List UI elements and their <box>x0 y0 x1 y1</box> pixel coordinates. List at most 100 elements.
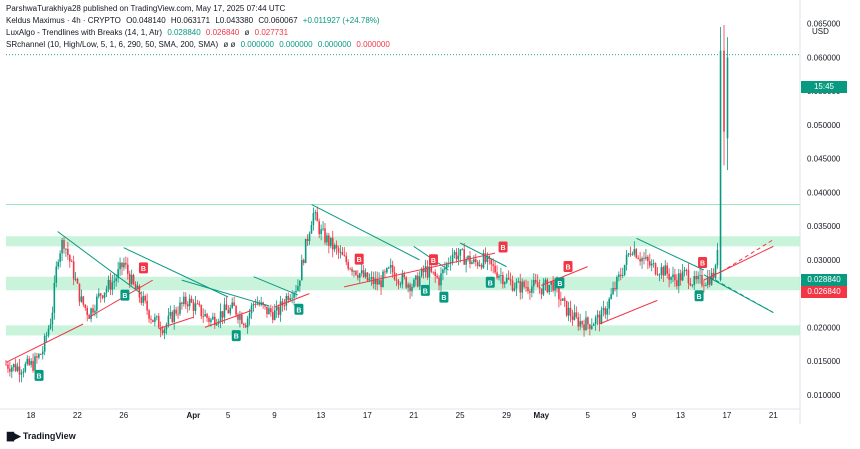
candle-body <box>65 248 67 250</box>
candle-body <box>542 283 545 295</box>
candle-body <box>144 296 146 301</box>
candle-body <box>397 280 400 285</box>
candle-body <box>30 360 32 365</box>
candle-body <box>459 249 462 256</box>
candle-body <box>351 268 353 272</box>
srchannel-legend[interactable]: SRchannel (10, High/Low, 5, 1, 6, 290, 5… <box>6 40 393 50</box>
candle-body <box>61 240 63 254</box>
candle-body <box>161 330 164 334</box>
candle-body <box>625 254 628 265</box>
break-up-marker-box <box>420 284 430 296</box>
candle-body <box>705 285 707 286</box>
candle-body <box>337 248 340 253</box>
break-up-marker-box <box>294 303 304 315</box>
candle-body <box>173 309 175 322</box>
tradingview-branding[interactable]: ▇▶ TradingView <box>7 431 76 442</box>
candle-body <box>295 290 297 293</box>
candle-body <box>277 306 280 315</box>
candle-body <box>119 262 121 270</box>
break-down-marker-box <box>698 256 708 268</box>
candle-body <box>101 295 104 298</box>
x-tick-label: 26 <box>119 411 128 420</box>
candle-body <box>254 304 257 305</box>
luxalgo-value-lower: 0.026840 <box>205 28 240 37</box>
candle-body <box>490 258 493 265</box>
candle-body <box>581 321 583 325</box>
candle-body <box>306 238 309 241</box>
candle-body <box>45 335 48 337</box>
candle-body <box>18 366 21 375</box>
candle-body <box>80 296 83 302</box>
candle-body <box>500 275 502 276</box>
break-up-marker-letter: B <box>423 288 428 295</box>
tradingview-logo-icon: ▇▶ <box>7 431 21 441</box>
symbol-name[interactable]: Keldus Maximus · 4h · CRYPTO <box>6 16 121 25</box>
candle-body <box>703 285 705 287</box>
break-down-marker: B <box>138 262 148 274</box>
candle-body <box>49 324 52 329</box>
candle-body <box>333 244 336 250</box>
candle-body <box>349 268 351 270</box>
candle-body <box>600 310 603 325</box>
candle-body <box>723 50 725 132</box>
candle-body <box>550 281 552 285</box>
candle-body <box>237 314 239 320</box>
luxalgo-value-last: 0.027731 <box>254 28 289 37</box>
candle-body <box>525 286 527 288</box>
break-down-marker: B <box>698 256 708 268</box>
candle-body <box>287 295 290 301</box>
x-tick-label: 5 <box>585 411 590 420</box>
candle-body <box>532 280 535 287</box>
candle-body <box>130 274 133 285</box>
candle-body <box>693 276 696 286</box>
candle-body <box>194 303 197 311</box>
candle-body <box>43 336 46 352</box>
candle-body <box>677 273 680 287</box>
candle-body <box>223 304 226 318</box>
candle-body <box>7 364 9 369</box>
candle-body <box>482 253 485 268</box>
break-down-marker: B <box>354 253 364 265</box>
candle-body <box>676 280 678 287</box>
projected-ascending-trendline <box>720 239 774 273</box>
candle-body <box>413 279 415 287</box>
candle-body <box>473 259 475 263</box>
candle-body <box>169 312 172 316</box>
candle-body <box>20 372 23 375</box>
candle-body <box>241 314 243 324</box>
break-down-marker-letter: B <box>431 258 436 265</box>
candle-body <box>138 285 141 298</box>
candle-body <box>142 296 145 303</box>
candle-body <box>304 238 307 264</box>
candle-body <box>198 303 201 305</box>
candle-body <box>200 304 203 317</box>
candle-body <box>387 267 390 269</box>
y-tick-label: 0.065000 <box>807 20 841 29</box>
candle-body <box>602 308 605 311</box>
candle-body <box>469 255 471 265</box>
luxalgo-legend[interactable]: LuxAlgo - Trendlines with Breaks (14, 1,… <box>6 28 291 38</box>
break-up-marker: B <box>485 276 495 288</box>
candle-body <box>618 274 620 277</box>
candle-body <box>531 286 533 293</box>
currency-label[interactable]: USD <box>812 27 829 36</box>
candle-body <box>619 274 622 277</box>
candle-body <box>204 314 206 317</box>
candle-body <box>70 261 73 263</box>
candle-body <box>714 265 717 278</box>
y-tick-label: 0.020000 <box>807 323 841 332</box>
x-tick-label: 25 <box>456 411 465 420</box>
break-down-marker-box <box>138 262 148 274</box>
upper-trendline-price-label: 0.028840 <box>801 274 847 286</box>
candle-body <box>384 271 386 273</box>
break-down-marker: B <box>498 241 508 253</box>
candle-body <box>16 366 19 371</box>
candle-body <box>465 259 467 265</box>
candle-body <box>268 308 270 315</box>
candle-body <box>10 367 13 372</box>
candle-body <box>474 259 477 262</box>
candle-body <box>683 269 686 272</box>
candle-body <box>264 305 266 307</box>
candle-body <box>146 300 148 311</box>
